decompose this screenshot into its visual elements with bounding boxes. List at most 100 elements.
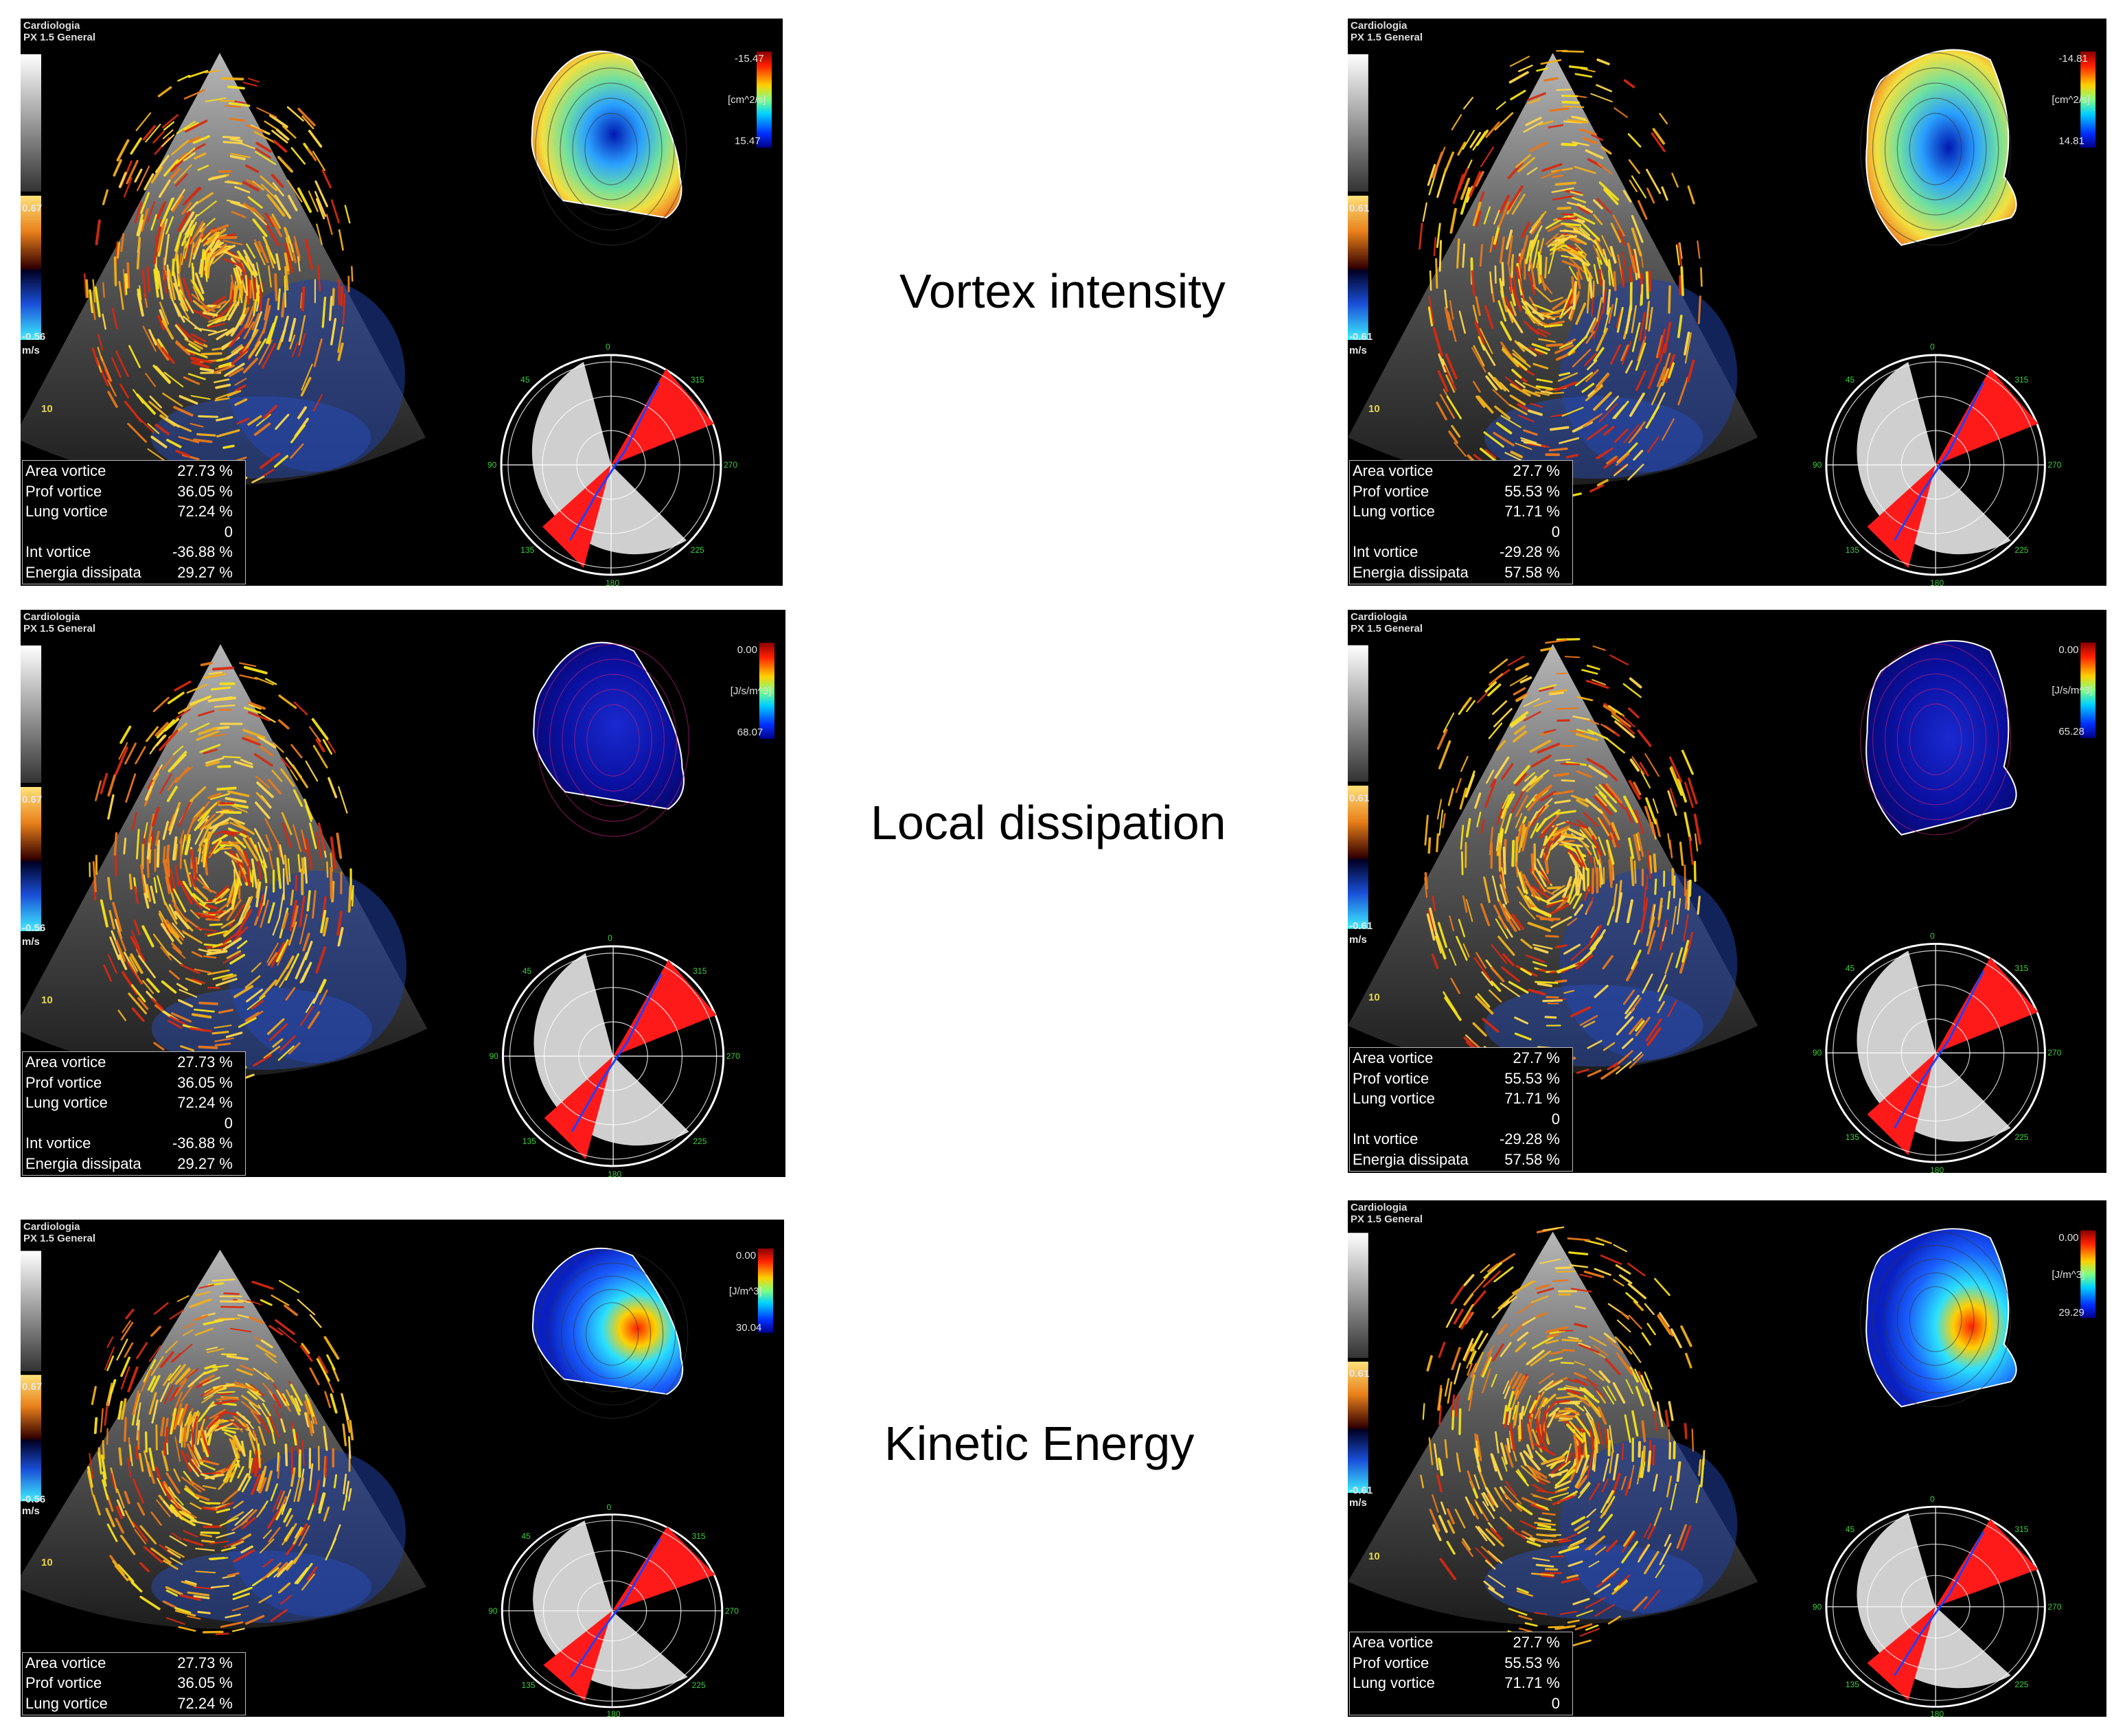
echo-panel-br: 0 45 90 135 180 225 270 315 Cardiologia PX 1.5 Ge… [1348,1200,2106,1717]
polar-tick-label: 180 [1930,1165,1944,1173]
polar-tick-label: 225 [2014,1132,2029,1143]
depth-marker: 10 [41,1556,53,1568]
flow-streamlines [1420,1226,1705,1647]
velocity-unit: m/s [22,936,40,948]
stats-row: Prof vortice 55.53 % [1353,481,1570,502]
vortex-stats-table: Area vortice 27.7 % Prof vortice 55.53 % Lun… [1349,460,1573,584]
colorbar-max: 0.00 [2058,1231,2079,1244]
lv-map [531,1247,689,1419]
polar-plot [1825,942,2046,1163]
polar-tick-label: 225 [2014,545,2029,555]
stats-key: Prof vortice [1353,482,1429,500]
colorbar-min: 29.29 [2058,1306,2084,1318]
stats-value: 0 [1551,1110,1560,1128]
stats-row: Prof vortice 36.05 % [25,481,242,502]
polar-tick-label: 45 [520,375,530,385]
stats-key: Area vortice [25,462,106,479]
polar-tick-label: 135 [521,1680,536,1691]
stats-row: Int vortice -29.28 % [1353,542,1570,562]
stats-row: Lung vortice 72.24 % [25,1093,242,1113]
stats-value: 72.24 % [177,1694,233,1712]
polar-tick-label: 315 [2014,1524,2029,1535]
colorbar-min: 65.28 [2058,725,2084,738]
stats-key: Lung vortice [25,503,108,520]
vortex-stats-table: Area vortice 27.73 % Prof vortice 36.05 % Lu… [22,1652,246,1715]
polar-tick-label: 45 [1845,375,1855,385]
velocity-scale-top: 0.61 [1349,792,1370,805]
stats-key: Energia dissipata [1353,563,1469,581]
stats-value: 55.53 % [1504,1654,1560,1671]
polar-plot [1825,354,2046,576]
stats-value: 55.53 % [1504,482,1560,500]
echo-image [1348,1226,2096,1708]
velocity-scale-top: 0.61 [1349,203,1370,214]
stats-key: Prof vortice [1353,1654,1429,1671]
colorbar-min: 68.07 [737,727,763,738]
echo-panel-tr: 0 45 90 135 180 225 270 315 Cardiologia PX 1.5 Ge… [1348,19,2106,586]
colorbar-unit: [cm^2/s] [728,94,766,106]
polar-tick-label: 90 [1812,460,1822,470]
header-title: Cardiologia [23,20,80,32]
stats-key: Lung vortice [25,1094,108,1111]
stats-value: 27.7 % [1513,1049,1561,1066]
polar-tick-label: 135 [1845,545,1859,555]
flow-streamlines [87,1278,354,1636]
colorbar-min: 15.47 [735,135,761,147]
colorbar-unit: [J/m^3] [2052,1269,2085,1281]
stats-key: Lung vortice [1353,1090,1435,1107]
velocity-scale-top: 0.67 [22,794,43,806]
polar-tick-label: 225 [693,1136,707,1146]
stats-key: Int vortice [25,1134,91,1152]
stats-row: Area vortice 27.7 % [1353,461,1570,481]
echo-image [1348,638,2096,1163]
stats-value: 72.24 % [177,503,233,520]
polar-tick-label: 180 [606,578,620,586]
colorbar-max: 0.00 [2058,643,2079,656]
polar-tick-label: 0 [608,933,612,943]
velocity-scale-bottom: -0.56 [22,1493,46,1505]
polar-tick-label: 270 [724,460,738,470]
stats-key: Energia dissipata [25,563,141,581]
stats-value: 0 [224,523,233,540]
stats-row: Energia dissipata 57.58 % [1353,1150,1570,1170]
polar-tick-label: 90 [1812,1048,1822,1058]
velocity-unit: m/s [22,1505,40,1518]
polar-plot [500,354,722,576]
stats-key: Int vortice [1353,543,1418,560]
echo-image [1348,49,2096,576]
velocity-unit: m/s [1349,933,1367,946]
colorbar-max: -15.47 [735,53,764,65]
stats-value: 57.58 % [1504,563,1560,581]
polar-tick-label: 0 [606,342,610,352]
stats-value: 72.24 % [177,1094,233,1111]
lv-map [533,641,690,837]
stats-value: 36.05 % [177,1073,233,1091]
stats-value: 29.27 % [177,563,233,581]
polar-tick-label: 90 [1812,1601,1822,1612]
polar-tick-label: 45 [522,966,532,976]
stats-value: 0 [224,1114,233,1132]
header-title: Cardiologia [1351,20,1408,32]
stats-value: 27.7 % [1513,1634,1561,1651]
panel-header: Cardiologia PX 1.5 General [23,1221,95,1244]
polar-plot [1825,1505,2046,1708]
polar-tick-label: 135 [1845,1679,1859,1689]
lv-map [531,50,687,246]
echo-image [21,50,772,576]
polar-tick-label: 315 [2014,375,2029,385]
stats-row: Prof vortice 55.53 % [1353,1069,1570,1089]
stats-value: 27.73 % [177,1654,233,1671]
echo-image [21,1247,773,1709]
header-subtitle: PX 1.5 General [1351,1213,1423,1225]
stats-row: Area vortice 27.73 % [25,1052,242,1073]
polar-tick-label: 90 [488,1606,498,1616]
stats-row: Lung vortice 72.24 % [25,1693,242,1714]
colorbar-max: -14.81 [2058,53,2088,65]
velocity-unit: m/s [1349,1497,1367,1509]
polar-tick-label: 135 [520,545,535,555]
label-kinetic-energy: Kinetic Energy [884,1417,1195,1470]
header-title: Cardiologia [1351,611,1408,623]
stats-row: Energia dissipata 29.27 % [25,562,242,583]
stats-key: Area vortice [25,1654,106,1671]
polar-tick-label: 0 [1930,930,1935,941]
